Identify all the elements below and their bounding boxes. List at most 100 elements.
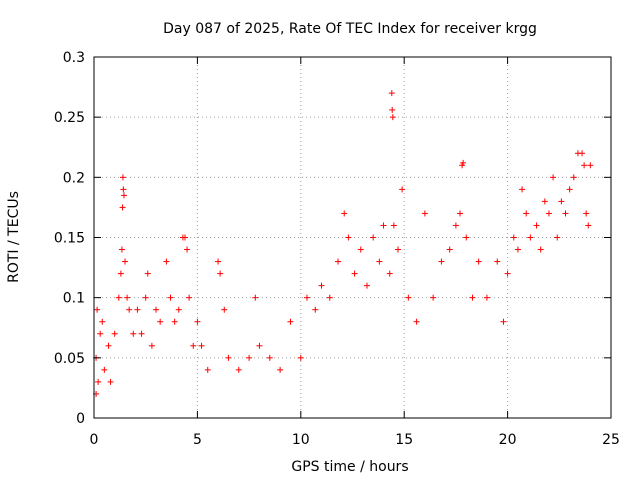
data-point (527, 234, 534, 241)
data-point (215, 258, 222, 265)
data-point (363, 282, 370, 289)
data-point (107, 378, 114, 385)
data-point (194, 318, 201, 325)
data-point (581, 162, 588, 169)
data-point (421, 210, 428, 217)
data-point (130, 330, 137, 337)
data-point (118, 246, 125, 253)
data-point (287, 318, 294, 325)
data-point (95, 378, 102, 385)
data-point (304, 294, 311, 301)
x-tick-label: 0 (90, 432, 99, 448)
data-point (148, 342, 155, 349)
data-point (246, 354, 253, 361)
data-point (119, 174, 126, 181)
data-point (126, 306, 133, 313)
data-point (198, 342, 205, 349)
data-point (457, 210, 464, 217)
data-point (494, 258, 501, 265)
x-tick-label: 25 (602, 432, 620, 448)
data-point (413, 318, 420, 325)
data-point (579, 150, 586, 157)
data-point (326, 294, 333, 301)
ticks-layer: 0 5 10 15 20 25 0 0.05 0.1 0.15 0.2 0.25 0.3 (54, 50, 620, 448)
data-point (105, 342, 112, 349)
data-point (587, 162, 594, 169)
data-point (175, 306, 182, 313)
data-point (119, 204, 126, 211)
data-point (390, 222, 397, 229)
data-point (167, 294, 174, 301)
x-tick-label: 5 (193, 432, 202, 448)
data-point (225, 354, 232, 361)
data-point (541, 198, 548, 205)
y-tick-label: 0.05 (54, 351, 85, 367)
data-point (469, 294, 476, 301)
y-tick-label: 0.2 (63, 170, 85, 186)
data-point (389, 106, 396, 113)
data-point (483, 294, 490, 301)
data-point (94, 306, 101, 313)
data-point (545, 210, 552, 217)
data-point (386, 270, 393, 277)
data-point (394, 246, 401, 253)
data-point (297, 354, 304, 361)
x-axis-label: GPS time / hours (291, 459, 408, 475)
data-point (277, 366, 284, 373)
data-point (380, 222, 387, 229)
data-point (122, 258, 129, 265)
data-point (351, 270, 358, 277)
data-point (463, 234, 470, 241)
data-point (357, 246, 364, 253)
data-point (134, 306, 141, 313)
data-point (184, 246, 191, 253)
data-point (510, 234, 517, 241)
data-point (558, 198, 565, 205)
data-point (266, 354, 273, 361)
data-point (138, 330, 145, 337)
data-point (117, 270, 124, 277)
y-tick-label: 0 (76, 411, 85, 427)
data-point (570, 174, 577, 181)
data-point (204, 366, 211, 373)
data-point (157, 318, 164, 325)
data-point (318, 282, 325, 289)
data-point (115, 294, 122, 301)
data-point (221, 306, 228, 313)
x-tick-label: 10 (292, 432, 310, 448)
data-point (99, 318, 106, 325)
data-point (341, 210, 348, 217)
data-point (252, 294, 259, 301)
data-point (376, 258, 383, 265)
y-tick-label: 0.15 (54, 231, 85, 247)
data-point (190, 342, 197, 349)
data-point (312, 306, 319, 313)
data-point (345, 234, 352, 241)
data-point (186, 294, 193, 301)
y-tick-label: 0.3 (63, 50, 85, 66)
y-tick-label: 0.1 (63, 291, 85, 307)
data-point (438, 258, 445, 265)
data-point (519, 186, 526, 193)
data-point (405, 294, 412, 301)
data-point (583, 210, 590, 217)
data-point (144, 270, 151, 277)
data-point (500, 318, 507, 325)
data-point (514, 246, 521, 253)
data-point (389, 114, 396, 121)
y-axis-label: ROTI / TECUs (6, 191, 22, 283)
data-point (430, 294, 437, 301)
data-point (388, 90, 395, 97)
data-point (370, 234, 377, 241)
data-point (256, 342, 263, 349)
x-tick-label: 20 (499, 432, 517, 448)
data-point (460, 159, 467, 166)
data-point (550, 174, 557, 181)
data-point (163, 258, 170, 265)
data-point (533, 222, 540, 229)
data-point (452, 222, 459, 229)
data-point (585, 222, 592, 229)
data-point (475, 258, 482, 265)
data-point (446, 246, 453, 253)
